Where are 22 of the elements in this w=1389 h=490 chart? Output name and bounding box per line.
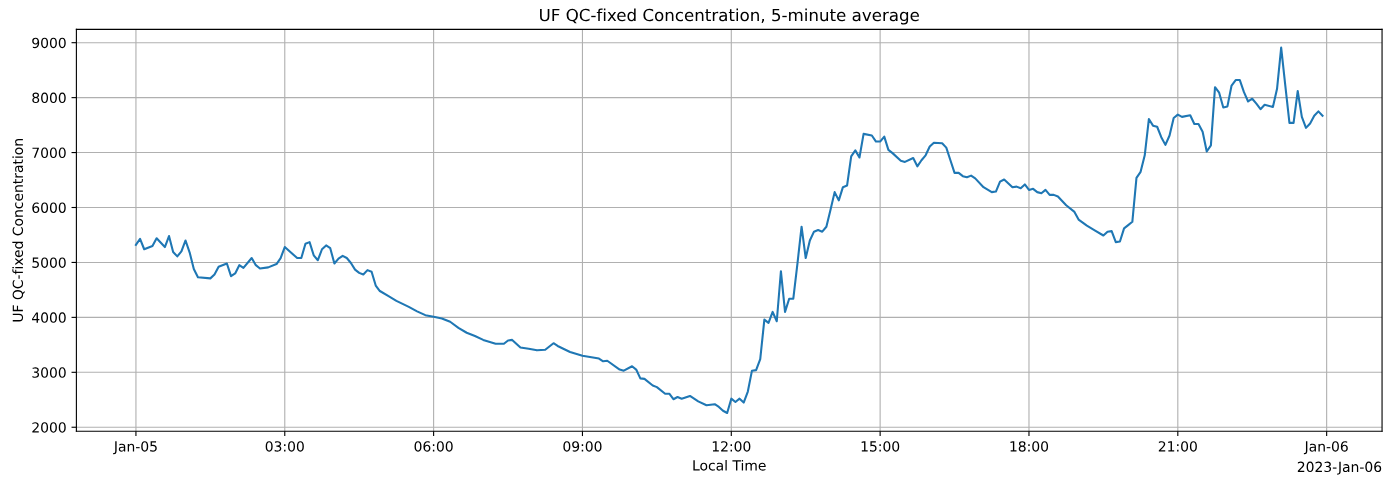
x-tick-label: Jan-05	[113, 441, 157, 455]
y-tick-label: 4000	[32, 312, 66, 323]
x-tick-label: 06:00	[414, 441, 453, 452]
y-tick-label: 6000	[32, 202, 66, 213]
x-tick-label: 12:00	[712, 441, 751, 452]
x-tick-label: Jan-06	[1303, 441, 1348, 455]
x-tick-label: 21:00	[1158, 441, 1197, 452]
y-tick-label: 9000	[32, 37, 66, 49]
y-axis-title: UF QC-fixed Concentration	[12, 139, 25, 322]
y-tick-label: 5000	[32, 257, 66, 268]
y-tick-label: 8000	[32, 92, 66, 104]
y-tick-label: 2000	[32, 422, 66, 433]
line-series	[134, 46, 1324, 414]
x-tick-label: 18:00	[1010, 441, 1049, 452]
x-axis-title: Local Time	[693, 459, 766, 471]
x-tick-label: 09:00	[563, 441, 602, 452]
y-tick-label: 3000	[32, 367, 66, 378]
chart-title: UF QC-fixed Concentration, 5-minute average	[540, 8, 919, 25]
y-tick-label: 7000	[32, 147, 66, 159]
text: 2023-Jan-06	[1297, 461, 1382, 475]
x-tick-label: 15:00	[861, 441, 900, 452]
x-tick-label: 03:00	[265, 441, 304, 452]
